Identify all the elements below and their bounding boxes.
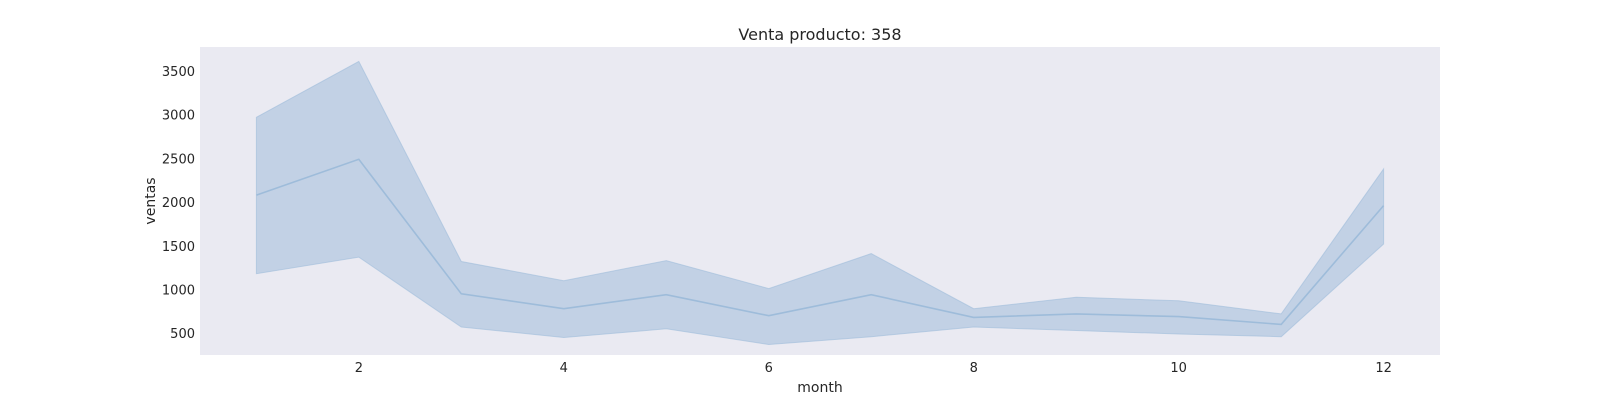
data-point — [1382, 204, 1386, 208]
data-point — [1074, 312, 1078, 316]
y-tick-label: 500 — [170, 327, 195, 342]
x-tick-label: 10 — [1170, 361, 1187, 376]
y-tick-label: 2000 — [162, 196, 195, 211]
y-tick-label: 1000 — [162, 283, 195, 298]
y-tick-label: 3000 — [162, 109, 195, 124]
data-point — [1279, 322, 1283, 326]
x-axis-label: month — [797, 380, 842, 396]
data-point — [664, 293, 668, 297]
data-point — [767, 314, 771, 318]
y-tick-label: 3500 — [162, 65, 195, 80]
data-point — [972, 315, 976, 319]
x-tick-label: 2 — [355, 361, 363, 376]
x-tick-label: 6 — [765, 361, 773, 376]
chart-title: Venta producto: 358 — [738, 25, 901, 44]
data-point — [869, 293, 873, 297]
data-point — [459, 292, 463, 296]
series-line — [256, 158, 1385, 326]
data-point — [254, 193, 258, 197]
data-point — [357, 157, 361, 161]
y-tick-label: 1500 — [162, 240, 195, 255]
x-tick-label: 4 — [560, 361, 568, 376]
y-axis-label: ventas — [143, 177, 159, 224]
x-tick-label: 8 — [970, 361, 978, 376]
data-point — [1177, 315, 1181, 319]
x-tick-label: 12 — [1375, 361, 1392, 376]
confidence-band — [255, 60, 1385, 346]
y-tick-label: 2500 — [162, 152, 195, 167]
data-point — [562, 307, 566, 311]
